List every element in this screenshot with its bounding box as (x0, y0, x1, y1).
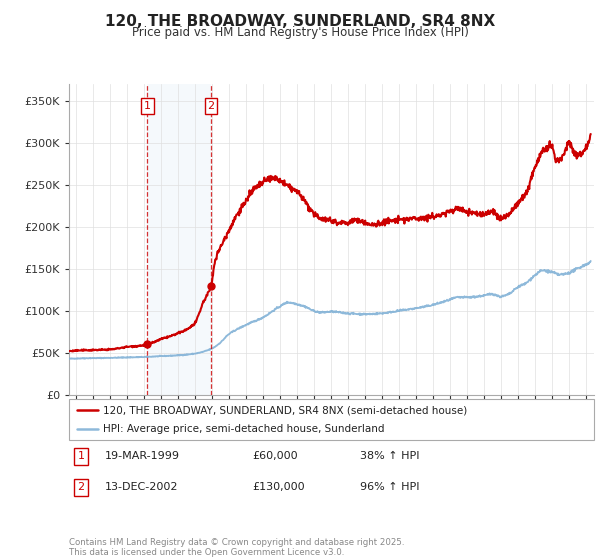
Text: Price paid vs. HM Land Registry's House Price Index (HPI): Price paid vs. HM Land Registry's House … (131, 26, 469, 39)
Text: HPI: Average price, semi-detached house, Sunderland: HPI: Average price, semi-detached house,… (103, 424, 385, 433)
Text: £130,000: £130,000 (252, 482, 305, 492)
Text: 19-MAR-1999: 19-MAR-1999 (105, 451, 180, 461)
Text: 2: 2 (208, 101, 215, 111)
Text: 1: 1 (144, 101, 151, 111)
Bar (148, 84, 211, 395)
Text: 13-DEC-2002: 13-DEC-2002 (105, 482, 179, 492)
Text: 120, THE BROADWAY, SUNDERLAND, SR4 8NX (semi-detached house): 120, THE BROADWAY, SUNDERLAND, SR4 8NX (… (103, 405, 467, 415)
Text: Contains HM Land Registry data © Crown copyright and database right 2025.
This d: Contains HM Land Registry data © Crown c… (69, 538, 404, 557)
Text: 38% ↑ HPI: 38% ↑ HPI (360, 451, 419, 461)
Text: 120, THE BROADWAY, SUNDERLAND, SR4 8NX: 120, THE BROADWAY, SUNDERLAND, SR4 8NX (105, 14, 495, 29)
Text: £60,000: £60,000 (252, 451, 298, 461)
Text: 2: 2 (77, 482, 85, 492)
Text: 96% ↑ HPI: 96% ↑ HPI (360, 482, 419, 492)
Text: 1: 1 (77, 451, 85, 461)
